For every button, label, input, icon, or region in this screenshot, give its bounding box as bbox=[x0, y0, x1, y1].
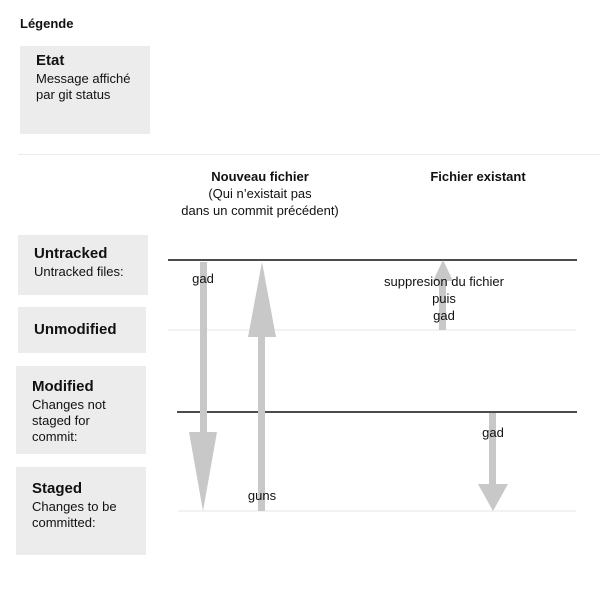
existing-gad-label: gad bbox=[482, 425, 504, 440]
state-untracked-desc: Untracked files: bbox=[34, 264, 124, 279]
state-modified-desc-line3: commit: bbox=[32, 429, 78, 444]
state-modified-desc-line1: Changes not bbox=[32, 397, 106, 412]
new-file-title: Nouveau fichier bbox=[211, 169, 309, 184]
suppression-label-line2: puis bbox=[432, 291, 456, 306]
state-box-untracked: Untracked Untracked files: bbox=[18, 235, 148, 295]
state-untracked-title: Untracked bbox=[34, 245, 108, 262]
suppression-label-line1: suppresion du fichier bbox=[384, 274, 504, 289]
state-staged-title: Staged bbox=[32, 480, 83, 497]
new-file-subtitle-line1: (Qui n’existait pas bbox=[208, 186, 312, 201]
guns-up-arrow bbox=[248, 262, 276, 511]
new-file-column-header: Nouveau fichier (Qui n’existait pas dans… bbox=[160, 168, 360, 219]
legend-state-title: Etat bbox=[36, 52, 65, 69]
legend-separator bbox=[18, 154, 600, 155]
existing-file-title: Fichier existant bbox=[430, 169, 526, 184]
state-box-staged: Staged Changes to be committed: bbox=[16, 467, 146, 555]
legend-state-desc-line1: Message affiché bbox=[36, 71, 131, 86]
gad-down-arrow bbox=[189, 262, 217, 511]
guns-up-label: guns bbox=[247, 488, 277, 503]
legend-state-desc-line2: par git status bbox=[36, 87, 111, 102]
state-modified-desc-line2: staged for bbox=[32, 413, 90, 428]
state-box-modified: Modified Changes not staged for commit: bbox=[16, 366, 146, 454]
suppression-up-arrow bbox=[433, 260, 453, 330]
state-box-unmodified: Unmodified bbox=[18, 307, 146, 353]
suppression-label-line3: gad bbox=[433, 308, 455, 323]
state-modified-title: Modified bbox=[32, 378, 94, 395]
legend-title: Légende bbox=[20, 16, 74, 31]
existing-gad-down-arrow bbox=[478, 413, 508, 511]
legend-state-box: Etat Message affiché par git status bbox=[20, 46, 150, 134]
state-staged-desc-line2: committed: bbox=[32, 515, 96, 530]
new-file-subtitle-line2: dans un commit précédent) bbox=[181, 203, 339, 218]
gad-down-label: gad bbox=[192, 271, 214, 286]
state-staged-desc-line1: Changes to be bbox=[32, 499, 117, 514]
existing-file-column-header: Fichier existant bbox=[398, 168, 558, 185]
suppression-label: suppresion du fichier puis gad bbox=[366, 273, 522, 324]
state-unmodified-title: Unmodified bbox=[34, 321, 117, 338]
